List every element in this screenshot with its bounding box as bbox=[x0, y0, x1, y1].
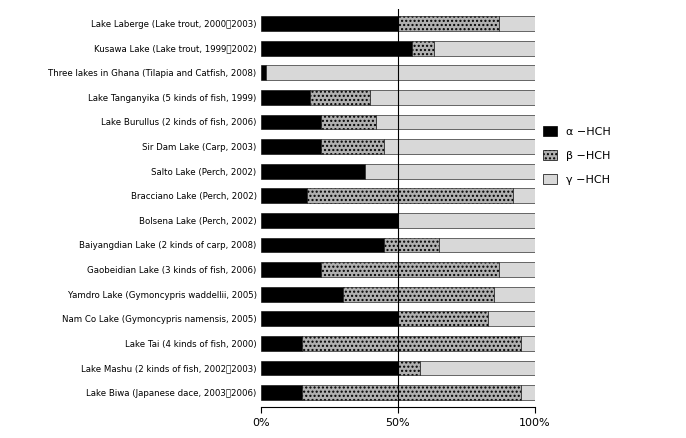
Bar bbox=[266, 65, 535, 80]
Bar bbox=[420, 360, 535, 375]
Bar bbox=[494, 287, 535, 301]
Bar bbox=[365, 164, 535, 179]
Bar bbox=[261, 188, 307, 203]
Bar bbox=[261, 164, 365, 179]
Legend: α −HCH, β −HCH, γ −HCH: α −HCH, β −HCH, γ −HCH bbox=[543, 126, 611, 185]
Bar bbox=[261, 115, 321, 129]
Bar bbox=[499, 16, 535, 31]
Bar bbox=[321, 139, 384, 154]
Bar bbox=[261, 360, 398, 375]
Bar bbox=[261, 139, 321, 154]
Bar bbox=[261, 385, 302, 400]
Bar bbox=[261, 16, 398, 31]
Bar bbox=[321, 262, 499, 277]
Bar bbox=[488, 311, 535, 326]
Bar bbox=[261, 90, 310, 105]
Bar bbox=[261, 41, 412, 56]
Bar bbox=[261, 213, 398, 228]
Bar bbox=[513, 188, 535, 203]
Bar bbox=[412, 41, 434, 56]
Bar bbox=[302, 336, 521, 351]
Bar bbox=[499, 262, 535, 277]
Bar bbox=[398, 213, 535, 228]
Bar bbox=[321, 115, 376, 129]
Bar bbox=[261, 336, 302, 351]
Bar bbox=[261, 237, 384, 252]
Bar bbox=[376, 115, 535, 129]
Bar bbox=[370, 90, 535, 105]
Bar bbox=[398, 311, 488, 326]
Bar bbox=[261, 311, 398, 326]
Bar bbox=[261, 65, 266, 80]
Bar bbox=[310, 90, 370, 105]
Bar bbox=[343, 287, 494, 301]
Bar bbox=[521, 336, 535, 351]
Bar bbox=[521, 385, 535, 400]
Bar bbox=[384, 139, 535, 154]
Bar bbox=[261, 262, 321, 277]
Bar bbox=[261, 287, 343, 301]
Bar bbox=[398, 360, 420, 375]
Bar bbox=[307, 188, 513, 203]
Bar bbox=[434, 41, 535, 56]
Bar bbox=[302, 385, 521, 400]
Bar bbox=[398, 16, 499, 31]
Bar bbox=[439, 237, 535, 252]
Bar bbox=[384, 237, 439, 252]
